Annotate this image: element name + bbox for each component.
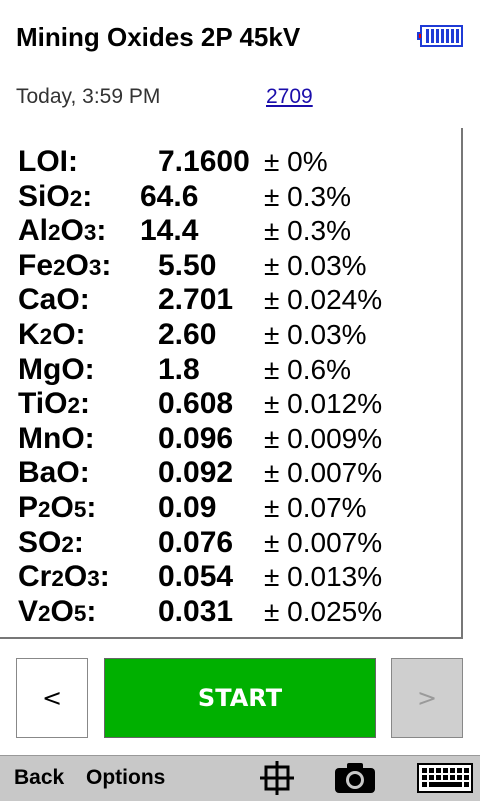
concentration-value: 0.096 (158, 421, 234, 455)
error-value: ± 0% (264, 146, 328, 177)
keyboard-icon[interactable] (417, 761, 473, 795)
concentration-value: 0.092 (158, 456, 234, 490)
concentration-value: 0.608 (158, 387, 234, 421)
concentration-value: 0.054 (158, 560, 234, 594)
element-label: BaO: (18, 456, 90, 490)
concentration-value: 14.4 (140, 214, 199, 248)
element-label: LOI: (18, 145, 79, 178)
battery-icon (417, 25, 463, 47)
element-label: SO2: (18, 525, 84, 559)
start-button[interactable]: START (104, 658, 376, 738)
element-label: Al2O3: (18, 214, 107, 248)
concentration-value: 0.076 (158, 525, 234, 559)
error-value: ± 0.012% (264, 388, 383, 420)
error-value: ± 0.03% (264, 319, 367, 350)
concentration-value: 5.50 (158, 248, 217, 282)
camera-icon[interactable] (333, 761, 377, 795)
error-value: ± 0.6% (264, 353, 351, 385)
error-value: ± 0.3% (264, 215, 351, 247)
next-button: > (391, 658, 463, 738)
concentration-value: 0.031 (158, 594, 234, 628)
element-label: Fe2O3: (18, 248, 112, 282)
element-label: Cr2O3: (18, 560, 110, 594)
element-label: CaO: (18, 283, 90, 317)
element-label: P2O5: (18, 491, 97, 524)
timestamp: Today, 3:59 PM (16, 85, 161, 108)
back-button[interactable]: Back (14, 766, 65, 789)
element-label: MnO: (18, 421, 95, 455)
sample-id-link[interactable]: 2709 (266, 85, 313, 108)
error-value: ± 0.03% (264, 249, 367, 281)
error-value: ± 0.3% (264, 180, 351, 212)
element-label: V2O5: (18, 594, 97, 628)
page-title: Mining Oxides 2P 45kV (16, 22, 301, 52)
concentration-value: 7.1600 (158, 145, 250, 178)
element-label: SiO2: (18, 179, 93, 213)
element-label: MgO: (18, 352, 95, 386)
results-panel[interactable]: LOI: 7.1600 ± 0% SiO2: 64.6 ± 0.3% Al2O3: 14.4 ±… (0, 128, 463, 639)
concentration-value: 0.09 (158, 491, 217, 524)
bottom-toolbar: Back Options (0, 755, 480, 801)
element-label: TiO2: (18, 387, 90, 421)
error-value: ± 0.007% (264, 457, 383, 489)
options-button[interactable]: Options (86, 766, 166, 789)
concentration-value: 2.60 (158, 318, 217, 351)
concentration-value: 1.8 (158, 352, 200, 386)
error-value: ± 0.024% (264, 284, 383, 316)
element-label: K2O: (18, 318, 86, 351)
concentration-value: 2.701 (158, 283, 234, 317)
error-value: ± 0.013% (264, 561, 383, 593)
error-value: ± 0.009% (264, 422, 383, 454)
error-value: ± 0.007% (264, 526, 383, 558)
concentration-value: 64.6 (140, 179, 199, 213)
crosshair-icon[interactable] (258, 761, 296, 795)
error-value: ± 0.025% (264, 595, 383, 627)
error-value: ± 0.07% (264, 492, 367, 523)
previous-button[interactable]: < (16, 658, 88, 738)
